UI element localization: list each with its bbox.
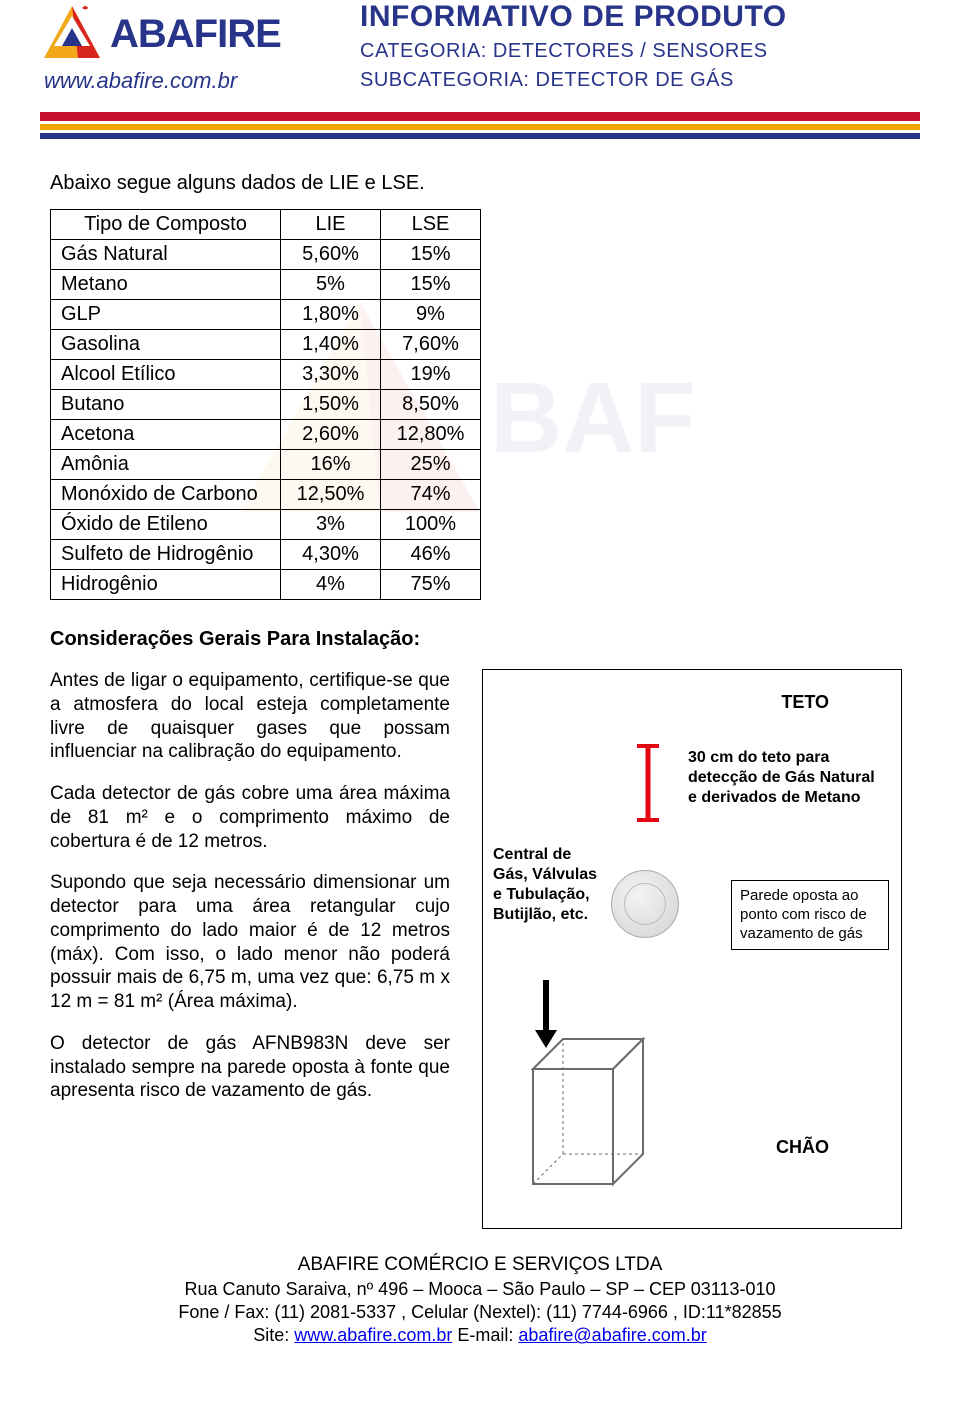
- section-heading: Considerações Gerais Para Instalação:: [50, 628, 910, 651]
- stripe-red: [40, 112, 920, 121]
- footer-links: Site: www.abafire.com.br E-mail: abafire…: [0, 1324, 960, 1347]
- table-row: Metano5%15%: [51, 270, 481, 300]
- table-row: Acetona2,60%12,80%: [51, 420, 481, 450]
- cell-lse: 25%: [381, 450, 481, 480]
- cell-lie: 2,60%: [281, 420, 381, 450]
- paragraph-3: Supondo que seja necessário dimensionar …: [50, 871, 450, 1014]
- diagram-column: TETO 30 cm do teto para detecção de Gás …: [474, 669, 910, 1229]
- site-label: Site:: [253, 1325, 294, 1345]
- stripe-blue: [40, 133, 920, 139]
- cell-lse: 15%: [381, 270, 481, 300]
- parede-note: Parede oposta ao ponto com risco de vaza…: [731, 880, 889, 950]
- table-row: Butano1,50%8,50%: [51, 390, 481, 420]
- cell-lse: 100%: [381, 510, 481, 540]
- cell-lie: 3%: [281, 510, 381, 540]
- stripe-yellow: [40, 124, 920, 130]
- teto-label: TETO: [781, 692, 829, 713]
- document-title: INFORMATIVO DE PRODUTO: [360, 0, 920, 34]
- paragraph-2: Cada detector de gás cobre uma área máxi…: [50, 782, 450, 853]
- cell-compound: Monóxido de Carbono: [51, 480, 281, 510]
- cell-lse: 12,80%: [381, 420, 481, 450]
- cell-compound: Amônia: [51, 450, 281, 480]
- cell-compound: Alcool Etílico: [51, 360, 281, 390]
- cell-compound: Gás Natural: [51, 240, 281, 270]
- col-lie: LIE: [281, 210, 381, 240]
- cell-lie: 3,30%: [281, 360, 381, 390]
- central-gas-text: Central de Gás, Válvulas e Tubulação, Bu…: [493, 845, 603, 925]
- cell-lse: 74%: [381, 480, 481, 510]
- footer-company: ABAFIRE COMÉRCIO E SERVIÇOS LTDA: [0, 1253, 960, 1278]
- logo-text: ABAFIRE: [110, 12, 281, 57]
- cell-lie: 12,50%: [281, 480, 381, 510]
- content: BAF Abaixo segue alguns dados de LIE e L…: [0, 142, 960, 1239]
- two-column-layout: Antes de ligar o equipamento, certifique…: [50, 669, 910, 1229]
- header-stripes: [40, 112, 920, 139]
- svg-text:BAF: BAF: [490, 362, 696, 474]
- title-block: INFORMATIVO DE PRODUTO CATEGORIA: DETECT…: [360, 0, 920, 92]
- table-row: Hidrogênio4%75%: [51, 570, 481, 600]
- chao-label: CHÃO: [776, 1137, 829, 1158]
- distance-arrow-icon: [633, 742, 663, 829]
- cell-compound: GLP: [51, 300, 281, 330]
- table-row: Alcool Etílico3,30%19%: [51, 360, 481, 390]
- cell-compound: Óxido de Etileno: [51, 510, 281, 540]
- cell-lie: 5,60%: [281, 240, 381, 270]
- email-label: E-mail:: [457, 1325, 518, 1345]
- col-tipo: Tipo de Composto: [51, 210, 281, 240]
- installation-diagram: TETO 30 cm do teto para detecção de Gás …: [482, 669, 902, 1229]
- cell-lie: 4%: [281, 570, 381, 600]
- cell-lie: 16%: [281, 450, 381, 480]
- site-link[interactable]: www.abafire.com.br: [294, 1325, 452, 1345]
- teto-distance-text: 30 cm do teto para detecção de Gás Natur…: [688, 748, 888, 808]
- cell-lse: 19%: [381, 360, 481, 390]
- document-header: ABAFIRE www.abafire.com.br INFORMATIVO D…: [0, 0, 960, 104]
- table-row: Óxido de Etileno3%100%: [51, 510, 481, 540]
- lie-lse-table: Tipo de Composto LIE LSE Gás Natural5,60…: [50, 209, 481, 600]
- text-column: Antes de ligar o equipamento, certifique…: [50, 669, 450, 1229]
- table-row: GLP1,80%9%: [51, 300, 481, 330]
- table-row: Gás Natural5,60%15%: [51, 240, 481, 270]
- cell-compound: Butano: [51, 390, 281, 420]
- cell-lie: 5%: [281, 270, 381, 300]
- cell-compound: Hidrogênio: [51, 570, 281, 600]
- cell-lie: 1,80%: [281, 300, 381, 330]
- email-link[interactable]: abafire@abafire.com.br: [518, 1325, 706, 1345]
- table-row: Gasolina1,40%7,60%: [51, 330, 481, 360]
- footer-address: Rua Canuto Saraiva, nº 496 – Mooca – São…: [0, 1278, 960, 1301]
- logo: ABAFIRE: [40, 2, 360, 66]
- subcategory-line: SUBCATEGORIA: DETECTOR DE GÁS: [360, 69, 920, 92]
- paragraph-1: Antes de ligar o equipamento, certifique…: [50, 669, 450, 764]
- table-row: Sulfeto de Hidrogênio4,30%46%: [51, 540, 481, 570]
- cell-lse: 8,50%: [381, 390, 481, 420]
- cell-lse: 75%: [381, 570, 481, 600]
- table-header-row: Tipo de Composto LIE LSE: [51, 210, 481, 240]
- logo-url: www.abafire.com.br: [44, 68, 360, 94]
- cell-lse: 7,60%: [381, 330, 481, 360]
- logo-block: ABAFIRE www.abafire.com.br: [40, 0, 360, 94]
- cell-compound: Acetona: [51, 420, 281, 450]
- cell-lse: 9%: [381, 300, 481, 330]
- category-line: CATEGORIA: DETECTORES / SENSORES: [360, 40, 920, 63]
- cell-compound: Metano: [51, 270, 281, 300]
- paragraph-4: O detector de gás AFNB983N deve ser inst…: [50, 1032, 450, 1103]
- table-row: Monóxido de Carbono12,50%74%: [51, 480, 481, 510]
- cell-lse: 46%: [381, 540, 481, 570]
- cell-compound: Gasolina: [51, 330, 281, 360]
- footer: ABAFIRE COMÉRCIO E SERVIÇOS LTDA Rua Can…: [0, 1253, 960, 1356]
- col-lse: LSE: [381, 210, 481, 240]
- cell-lie: 1,50%: [281, 390, 381, 420]
- detector-icon: [611, 870, 679, 938]
- cell-lse: 15%: [381, 240, 481, 270]
- floor-box-icon: [523, 1029, 653, 1194]
- cell-compound: Sulfeto de Hidrogênio: [51, 540, 281, 570]
- intro-text: Abaixo segue alguns dados de LIE e LSE.: [50, 172, 910, 195]
- cell-lie: 1,40%: [281, 330, 381, 360]
- footer-phones: Fone / Fax: (11) 2081-5337 , Celular (Ne…: [0, 1301, 960, 1324]
- cell-lie: 4,30%: [281, 540, 381, 570]
- table-row: Amônia16%25%: [51, 450, 481, 480]
- abafire-flame-icon: [40, 2, 104, 66]
